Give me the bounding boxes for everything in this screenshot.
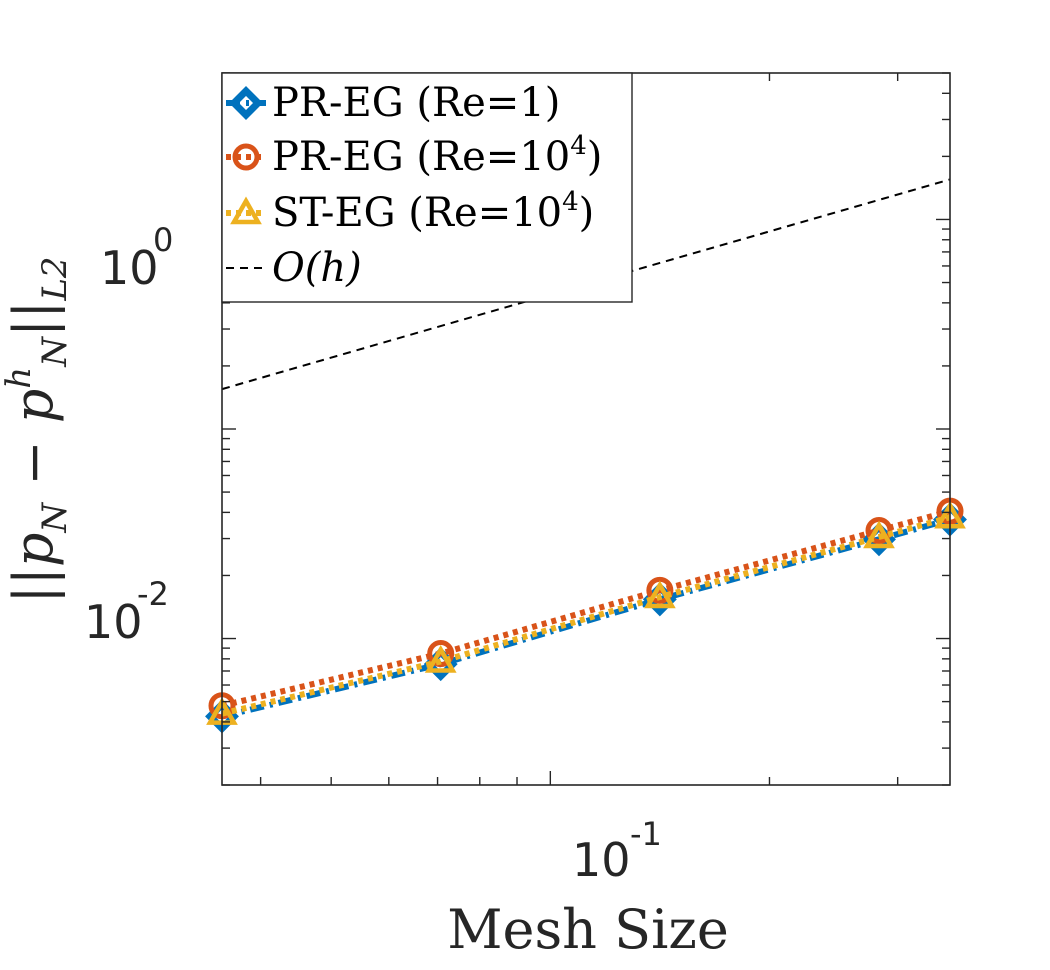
y-tick-label: 10 -2 [84, 575, 169, 649]
series-line [221, 514, 951, 717]
y-tick-base: 10 [100, 241, 159, 295]
y-tick-exp: 0 [153, 221, 173, 259]
y-axis-title-text: ||pN − phN||L2 [0, 256, 75, 603]
series-3 [221, 178, 951, 391]
data-point [646, 576, 674, 604]
legend-marker [229, 86, 263, 120]
data-point [863, 520, 895, 549]
x-tick-exp: -1 [630, 815, 662, 853]
data-marks [205, 178, 967, 734]
x-axis-title: Mesh Size [447, 898, 729, 961]
data-point [865, 517, 893, 545]
series-line [221, 178, 951, 391]
y-axis-title: ||pN − phN||L2 [0, 256, 75, 603]
ylabel-part: N [35, 502, 75, 534]
data-point [643, 580, 676, 609]
legend-label: PR-EG (Re=104) [272, 131, 602, 180]
ylabel-part: || [2, 301, 65, 337]
legend: PR-EG (Re=1) PR-EG (Re=104) ST-EG (Re=104)… [221, 72, 633, 303]
legend-entry: O(h) [226, 245, 362, 291]
ylabel-part: N [35, 336, 75, 368]
legend-entry: PR-EG (Re=104) [226, 131, 602, 180]
series-2 [206, 500, 966, 725]
legend-label: ST-EG (Re=104) [272, 187, 594, 236]
ylabel-part: ||p [2, 533, 65, 604]
y-tick-label: 10 0 [100, 221, 173, 295]
legend-marker [230, 196, 262, 225]
y-tick-base: 10 [84, 595, 143, 649]
series-line [221, 508, 951, 709]
legend-entry: PR-EG (Re=1) [226, 80, 560, 126]
x-tick-base: 10 [572, 833, 631, 887]
legend-entry: ST-EG (Re=104) [226, 187, 594, 236]
y-tick-exp: -2 [137, 575, 169, 613]
legend-label: PR-EG (Re=1) [272, 80, 560, 126]
x-tick-label: 10 -1 [572, 815, 662, 887]
legend-box [221, 72, 633, 303]
legend-marker [232, 143, 260, 171]
ylabel-part: L2 [35, 256, 75, 301]
data-point [424, 644, 457, 673]
legend-label: O(h) [272, 245, 362, 291]
ylabel-part: − p [2, 389, 65, 503]
ylabel-part: h [0, 367, 39, 389]
